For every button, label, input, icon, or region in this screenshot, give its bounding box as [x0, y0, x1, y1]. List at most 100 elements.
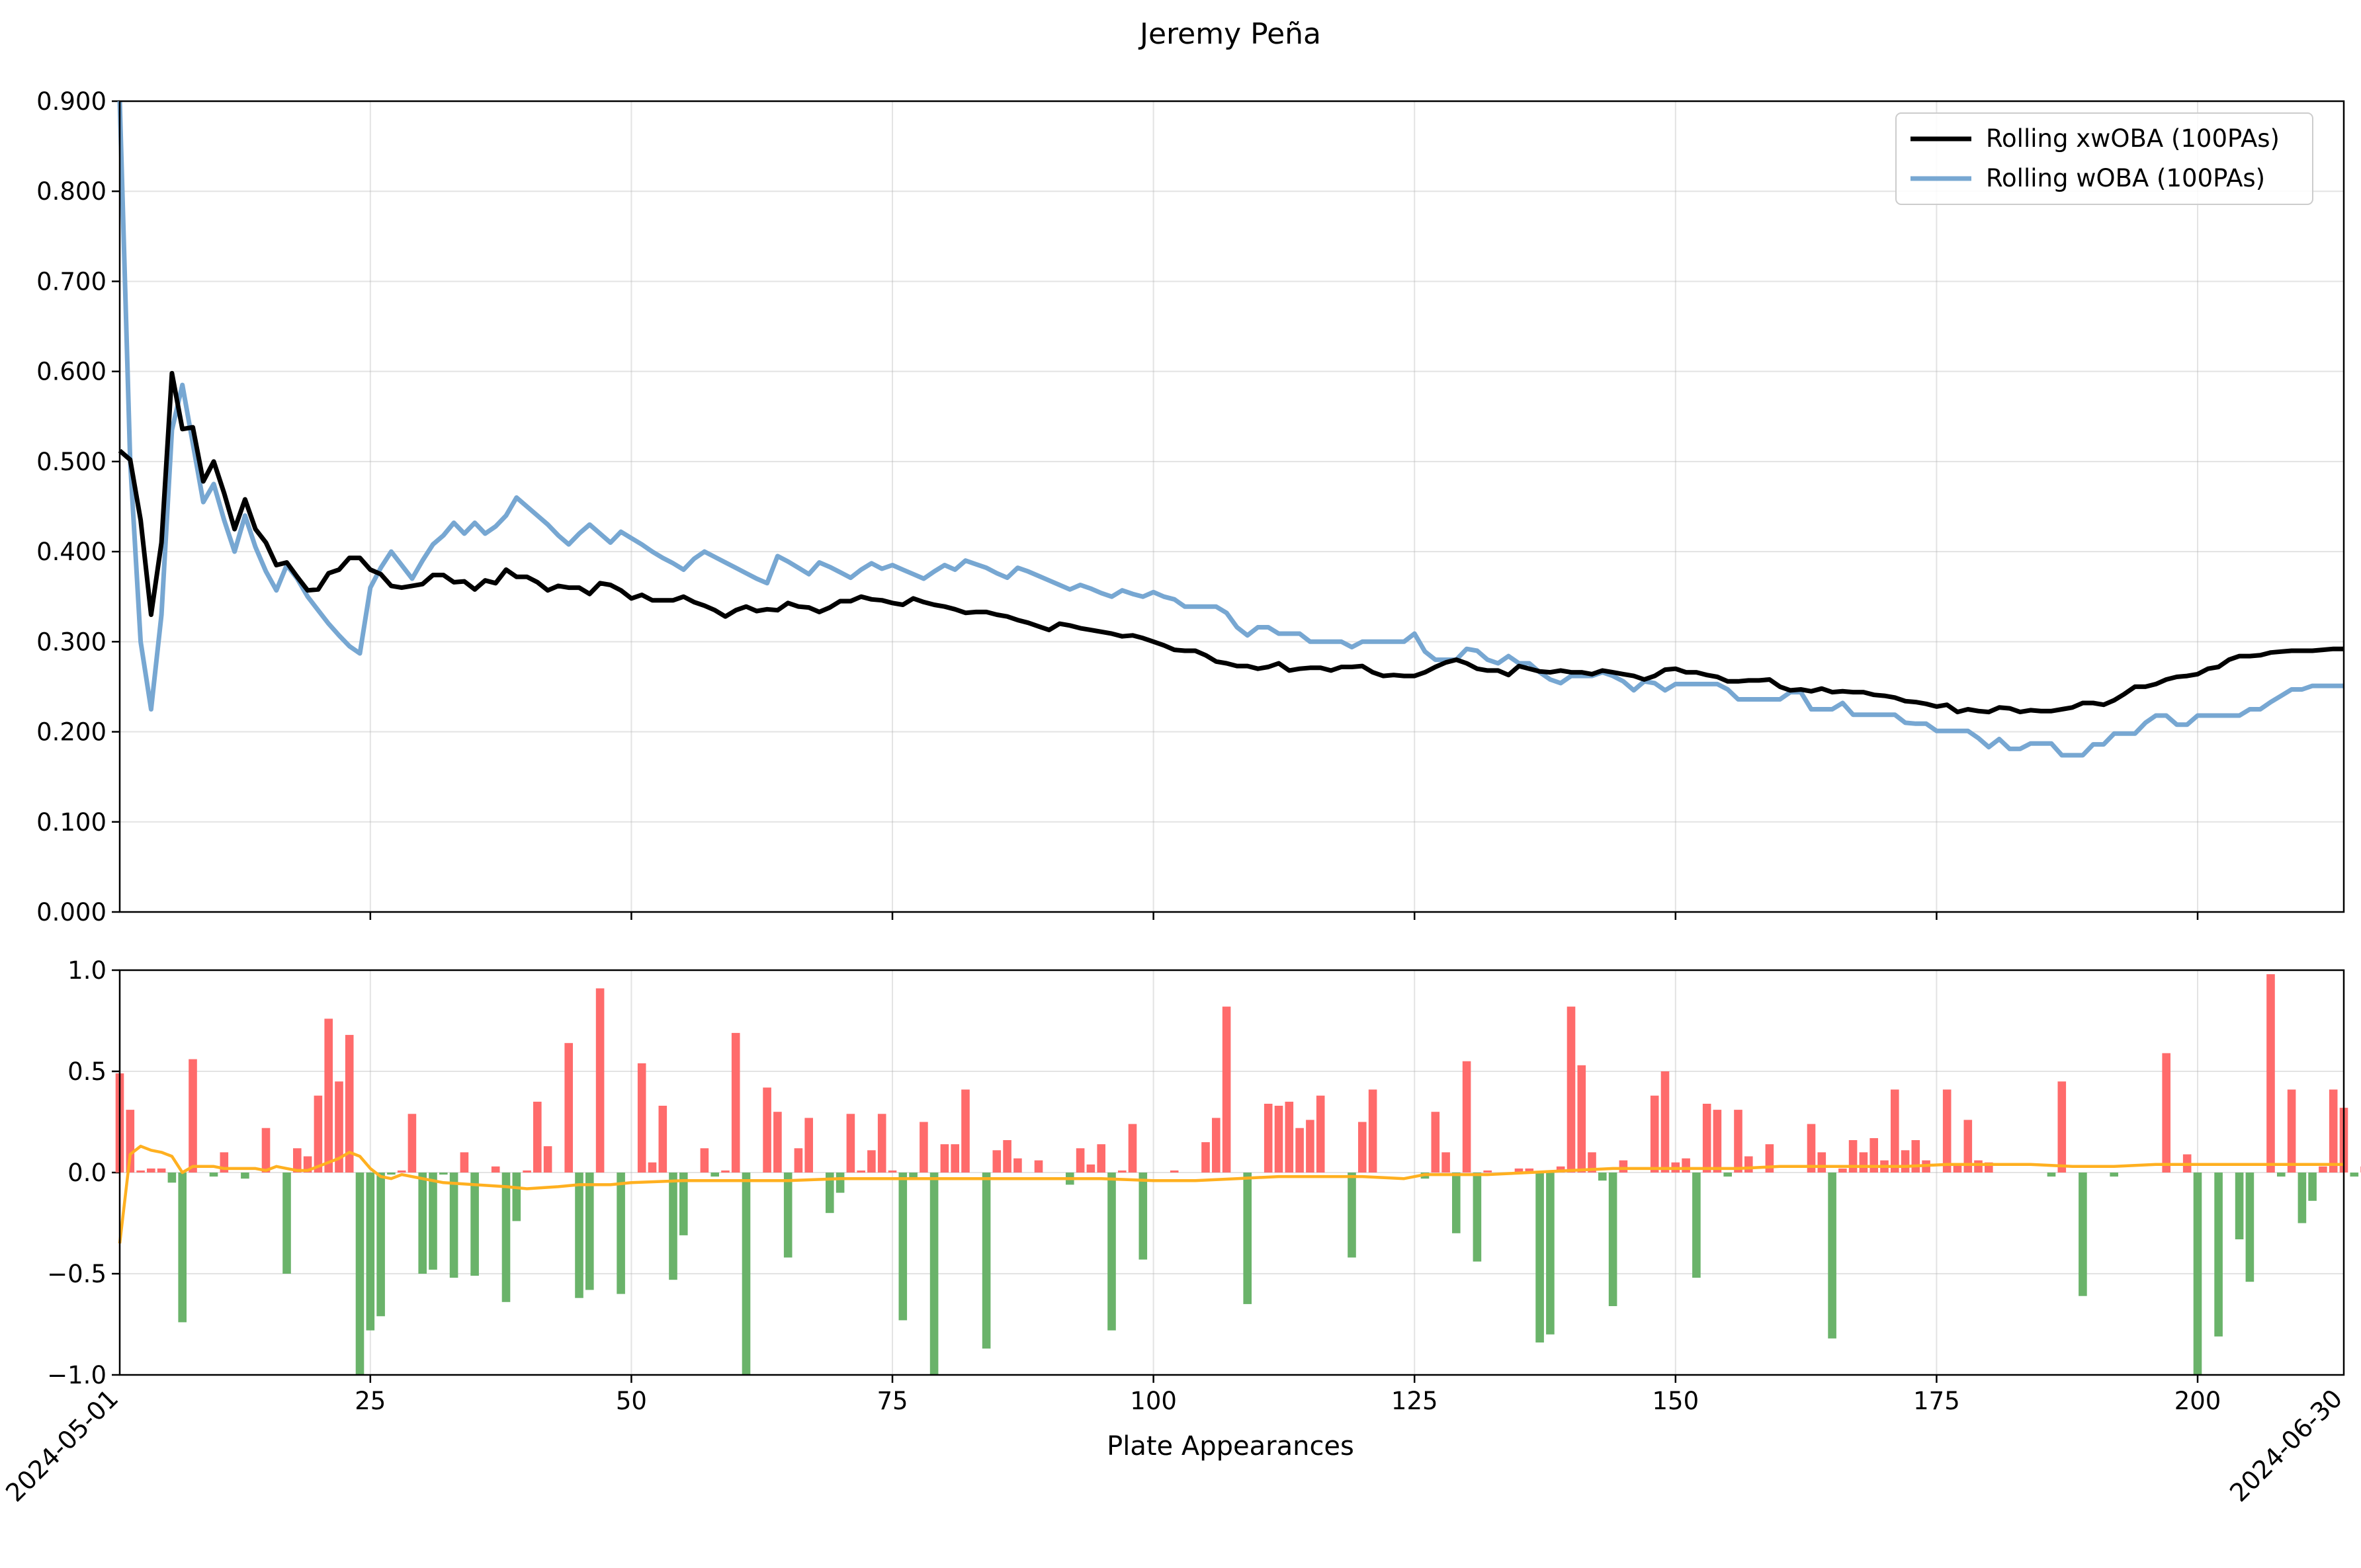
- top-panel-frame: [118, 100, 2345, 913]
- top-y-tick-label: 0.500: [36, 448, 107, 476]
- legend-box: [1895, 112, 2313, 205]
- diff-bar: [658, 1106, 667, 1173]
- diff-bar: [1097, 1144, 1105, 1173]
- diff-bar: [314, 1095, 323, 1173]
- diff-bar: [1358, 1122, 1367, 1173]
- diff-bar: [1138, 1173, 1148, 1260]
- diff-bar: [1828, 1173, 1836, 1339]
- diff-bar: [710, 1173, 719, 1177]
- diff-bar: [951, 1144, 959, 1173]
- diff-bar: [512, 1173, 521, 1221]
- diff-bar: [241, 1173, 249, 1179]
- diff-bar: [2079, 1173, 2087, 1296]
- diff-bar: [1034, 1160, 1043, 1173]
- diff-bar: [1869, 1138, 1878, 1173]
- diff-bar: [1942, 1089, 1952, 1173]
- diff-bar: [460, 1152, 469, 1173]
- diff-bar: [523, 1170, 531, 1173]
- diff-bar: [982, 1173, 991, 1349]
- diff-bar: [2287, 1089, 2296, 1173]
- diff-bar: [293, 1148, 302, 1173]
- diff-bar: [1170, 1170, 1179, 1173]
- bottom-rolling-line: [118, 1144, 2344, 1244]
- top-y-tick-label: 0.400: [36, 538, 107, 566]
- diff-bar: [1212, 1118, 1221, 1173]
- diff-bar: [1702, 1104, 1711, 1173]
- diff-bar: [147, 1168, 155, 1173]
- diff-bar: [345, 1034, 354, 1173]
- top-grid: [120, 101, 2344, 913]
- diff-bar: [1848, 1140, 1858, 1173]
- diff-bar: [1452, 1173, 1461, 1233]
- diff-bar: [1514, 1168, 1524, 1173]
- diff-bar: [1744, 1156, 1753, 1173]
- bottom-x-tick-label: 175: [1913, 1387, 1960, 1415]
- top-y-tick-label: 0.800: [36, 177, 107, 206]
- diff-bar: [1128, 1124, 1137, 1173]
- diff-bar: [324, 1018, 333, 1173]
- diff-bar: [376, 1173, 385, 1317]
- diff-bar: [920, 1122, 928, 1173]
- diff-bar: [439, 1173, 448, 1175]
- diff-bar: [501, 1173, 511, 1302]
- diff-bar: [867, 1150, 876, 1173]
- diff-bar: [543, 1146, 552, 1173]
- diff-bar: [167, 1173, 177, 1183]
- diff-bar: [1901, 1150, 1910, 1173]
- diff-bar: [836, 1173, 845, 1193]
- bottom-y-tick-label: 1.0: [67, 956, 107, 985]
- bottom-x-tick-label: 100: [1130, 1387, 1177, 1415]
- diff-bar: [763, 1087, 771, 1173]
- chart-title: Jeremy Peña: [1138, 17, 1321, 51]
- bottom-panel: −1.0−0.50.00.51.0 25 50 75 100 125 150 175 200 …: [0, 956, 2361, 1508]
- diff-bar: [2110, 1173, 2118, 1177]
- top-panel: 0.000 0.100 0.200 0.300 0.400 0.500 0.600 0.700…: [36, 87, 2345, 927]
- diff-bar: [1859, 1152, 1868, 1173]
- diff-bar: [595, 988, 605, 1173]
- top-x-ticks: [369, 912, 2199, 920]
- rolling-diff-line: [118, 1144, 2344, 1244]
- diff-bar: [648, 1162, 657, 1173]
- diff-bar: [1660, 1071, 1670, 1173]
- diff-bar: [1588, 1152, 1596, 1173]
- diff-bar: [355, 1173, 365, 1375]
- diff-bar: [888, 1170, 897, 1173]
- x-axis-label: Plate Appearances: [1107, 1431, 1354, 1462]
- diff-bar: [449, 1173, 458, 1278]
- diff-bar: [1838, 1168, 1847, 1173]
- diff-bar: [857, 1170, 865, 1173]
- diff-bar: [1483, 1170, 1492, 1173]
- diff-bar: [846, 1114, 855, 1173]
- diff-bar: [731, 1032, 740, 1173]
- diff-bar: [721, 1170, 730, 1173]
- diff-bar: [794, 1148, 803, 1173]
- diff-bar: [429, 1173, 437, 1270]
- top-y-tick-label: 0.700: [36, 267, 107, 296]
- diff-bar: [397, 1170, 406, 1173]
- diff-bar: [1963, 1120, 1973, 1173]
- diff-bar: [1441, 1152, 1450, 1173]
- diff-bar: [408, 1114, 417, 1173]
- bottom-y-tick-label: −1.0: [47, 1361, 107, 1389]
- diff-bar: [585, 1173, 594, 1290]
- diff-bar: [2047, 1173, 2056, 1177]
- bottom-x-tick-label: 50: [616, 1387, 647, 1415]
- date-label: 2024-06-30: [2224, 1383, 2348, 1507]
- top-y-tick-label: 0.200: [36, 718, 107, 747]
- bottom-x-tick-label: 75: [877, 1387, 908, 1415]
- diff-bar: [1473, 1173, 1482, 1262]
- top-y-tick-labels: 0.000 0.100 0.200 0.300 0.400 0.500 0.600 0.700…: [36, 87, 120, 927]
- diff-bar: [669, 1173, 677, 1280]
- diff-bar: [1222, 1007, 1231, 1173]
- diff-bar: [1817, 1152, 1826, 1173]
- diff-bar: [2297, 1173, 2307, 1223]
- top-y-tick-label: 0.300: [36, 628, 107, 656]
- diff-bar: [2193, 1173, 2202, 1375]
- diff-bar: [1431, 1112, 1440, 1173]
- top-y-tick-label: 0.900: [36, 87, 107, 116]
- diff-bar: [1807, 1124, 1816, 1173]
- diff-bar: [679, 1173, 688, 1235]
- diff-bar: [2308, 1173, 2317, 1201]
- top-y-tick-label: 0.600: [36, 358, 107, 386]
- diff-bar: [1546, 1173, 1555, 1335]
